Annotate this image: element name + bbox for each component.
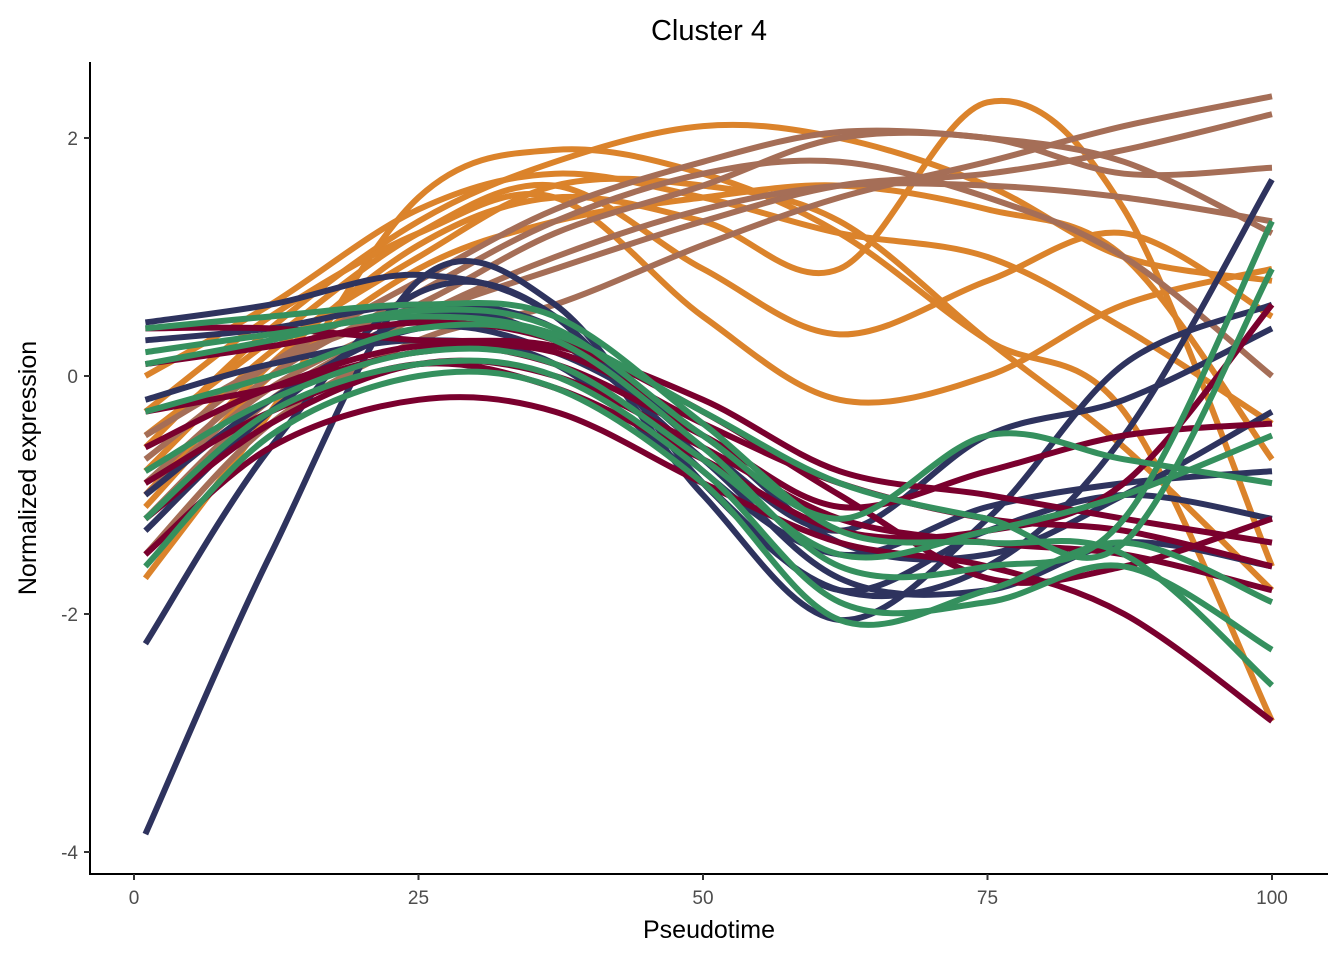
series-line-green-7 xyxy=(144,267,1275,561)
series-line-green-4 xyxy=(144,219,1275,581)
y-ticks: -4 -2 0 2 xyxy=(61,129,90,864)
series-line-orange-4 xyxy=(143,190,1273,415)
x-tick-label: 100 xyxy=(1256,888,1288,909)
x-tick-label: 25 xyxy=(408,888,429,909)
series-line-green-6 xyxy=(143,368,1274,628)
x-axis-label: Pseudotime xyxy=(643,916,775,944)
x-tick-label: 75 xyxy=(977,888,998,909)
y-tick-label: -2 xyxy=(61,605,78,626)
series-line-brown-4 xyxy=(143,157,1274,486)
y-tick-label: 0 xyxy=(67,367,78,388)
x-tick-label: 50 xyxy=(692,888,713,909)
series-lines xyxy=(142,93,1275,836)
y-tick-label: 2 xyxy=(67,129,78,150)
series-line-navy-1 xyxy=(142,178,1275,836)
series-line-green-5 xyxy=(143,345,1274,561)
series-line-crimson-1 xyxy=(143,394,1274,724)
series-line-crimson-2 xyxy=(145,324,1273,546)
chart-title: Cluster 4 xyxy=(651,15,767,47)
x-tick-label: 0 xyxy=(129,888,140,909)
series-line-green-2 xyxy=(143,357,1274,653)
y-tick-label: -4 xyxy=(61,843,78,864)
x-ticks: 0 25 50 75 100 xyxy=(129,874,1288,909)
y-axis-label: Normalized expression xyxy=(14,341,42,595)
